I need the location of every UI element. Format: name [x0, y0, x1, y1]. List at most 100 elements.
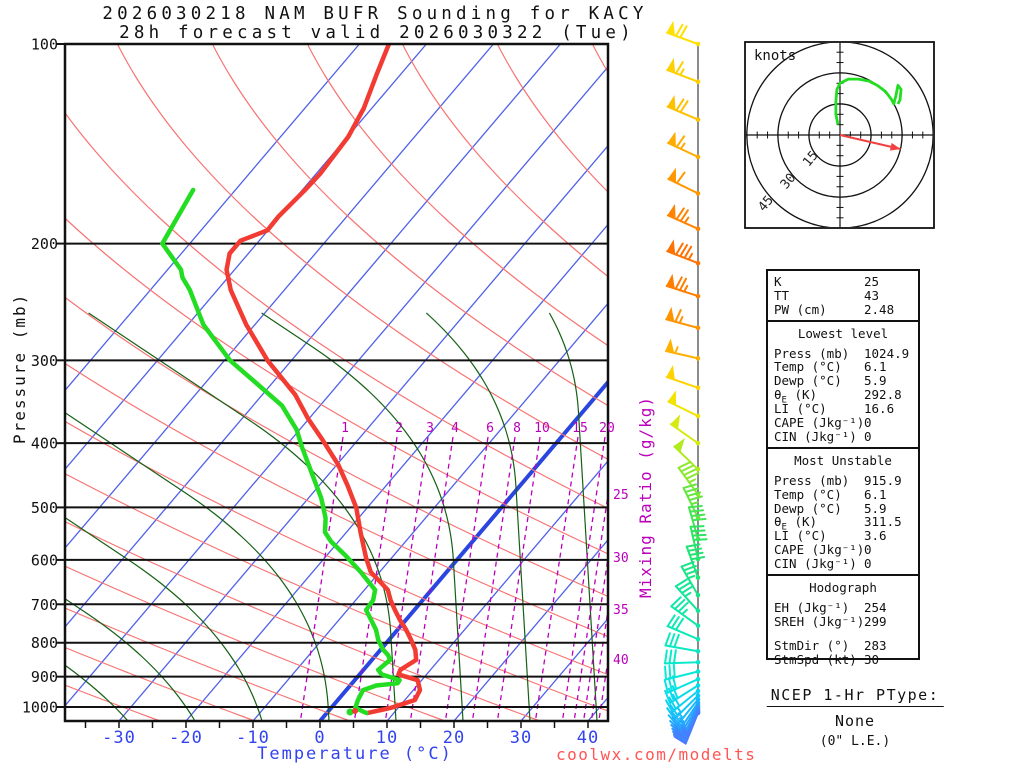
- barb-station-dot: [695, 79, 701, 85]
- moist-adiabat-line: [261, 312, 464, 721]
- barb-full: [664, 632, 671, 647]
- barb-full: [670, 710, 682, 723]
- barb-station-dot: [695, 226, 701, 232]
- temperature-curve: [224, 44, 423, 716]
- barb-half: [678, 717, 686, 724]
- temperature-tick-label: 20: [443, 728, 465, 748]
- indices-row-label: TT: [774, 287, 790, 303]
- indices-row-value: 311.5: [864, 514, 902, 530]
- barb-full: [667, 687, 675, 702]
- barb-station-dot: [695, 710, 701, 716]
- barb-station-dot: [695, 293, 701, 299]
- mixing-ratio-line: [534, 436, 579, 721]
- barb-half: [688, 478, 697, 484]
- dry-adiabat-line: [65, 520, 541, 721]
- watermark-text: coolwx.com/modelts: [556, 745, 757, 764]
- barb-half: [682, 730, 691, 737]
- temperature-tick-label: -20: [169, 728, 203, 748]
- barb-station-dot: [695, 659, 701, 665]
- indices-row: CAPE (Jkg⁻¹) 0: [768, 543, 918, 557]
- storm-motion-arrow: [839, 134, 901, 150]
- mixing-ratio-inline-label: 3: [426, 421, 434, 436]
- mixing-ratio-inline-label: 1: [341, 421, 349, 436]
- barb-full: [668, 696, 677, 710]
- indices-row-label: K: [774, 274, 782, 289]
- barb-full: [692, 538, 708, 541]
- indices-section-header: Hodograph: [809, 579, 877, 595]
- barb-station-dot: [695, 41, 701, 47]
- indices-row: Temp (°C) 6.1: [768, 360, 918, 374]
- indices-row-label: Dewp (°C): [774, 500, 842, 516]
- barb-full: [689, 525, 705, 528]
- barb-full: [674, 617, 684, 631]
- wind-barb: [665, 273, 701, 299]
- ptype-detail: (0" L.E.): [819, 734, 891, 749]
- barb-full: [664, 665, 667, 681]
- pressure-tick-label: 1000: [22, 699, 58, 717]
- indices-row-value: 6.1: [864, 486, 887, 502]
- wind-barb: [665, 688, 701, 713]
- hodograph-ring: [777, 72, 903, 198]
- ptype-value: None: [834, 712, 876, 730]
- barb-full: [673, 735, 687, 745]
- wind-barb: [666, 58, 701, 85]
- barb-full: [679, 244, 688, 258]
- dry-adiabat-line: [497, 44, 608, 193]
- pressure-tick-label: 400: [31, 435, 58, 453]
- wind-barb: [674, 578, 701, 614]
- plot-title-line2: 28h forecast valid 2026030322 (Tue): [119, 23, 635, 43]
- barb-full: [680, 585, 694, 594]
- barb-full: [680, 464, 694, 473]
- barb-full: [690, 556, 706, 561]
- barb-full: [664, 689, 672, 704]
- indices-table: K 25 TT 43 PW (cm) 2.48 Lowest level Press (mb)…: [766, 269, 920, 666]
- dry-adiabat-line: [212, 44, 608, 407]
- wind-barb: [666, 614, 701, 642]
- indices-row-value: 5.9: [864, 373, 887, 389]
- barb-half: [687, 574, 696, 580]
- wind-barb: [680, 561, 701, 598]
- barb-half: [678, 316, 684, 324]
- barb-station-dot: [695, 325, 701, 331]
- mixing-ratio-line: [384, 436, 429, 721]
- temperature-tick-label: 30: [510, 728, 532, 748]
- indices-section-header: Lowest level: [797, 325, 889, 341]
- indices-row-label: PW (cm): [774, 301, 827, 317]
- surface-temperature-marker: [352, 708, 358, 714]
- barb-station-dot: [695, 413, 701, 419]
- indices-section: Hodograph EH (Jkg⁻¹) 254 SREH (Jkg⁻¹) 299 Stm…: [768, 573, 918, 669]
- barb-half: [679, 720, 687, 727]
- indices-row: StmDir (°) 283: [768, 638, 918, 653]
- indices-row: SREH (Jkg⁻¹) 299: [768, 614, 918, 629]
- wind-barb: [667, 390, 701, 419]
- barb-pennant: [667, 131, 676, 148]
- barb-half: [683, 591, 692, 598]
- barb-pennant: [665, 306, 675, 323]
- indices-row-value: 0: [864, 428, 872, 444]
- indices-row-value: 16.6: [864, 401, 895, 417]
- sounding-curves: [160, 44, 423, 716]
- barb-pennant: [666, 58, 676, 74]
- indices-row: CIN (Jkg⁻¹) 0: [768, 557, 918, 571]
- wind-barb: [665, 306, 701, 331]
- barb-full: [672, 730, 685, 741]
- wind-barb-column: [663, 20, 708, 745]
- barb-full: [668, 664, 672, 680]
- barb-full: [675, 98, 685, 112]
- mixing-ratio-line: [496, 436, 541, 721]
- dry-adiabat-line: [402, 44, 608, 278]
- temperature-tick-label: -30: [102, 728, 136, 748]
- wind-barb: [665, 20, 701, 47]
- plot-title-line1: 2026030218 NAM BUFR Sounding for KACY: [102, 4, 648, 24]
- barb-pennant: [665, 338, 675, 354]
- isotherm-line: [185, 223, 608, 721]
- mixing-ratio-right-label: 25: [613, 488, 629, 503]
- barb-full: [664, 649, 668, 665]
- barb-full: [674, 23, 684, 37]
- wind-barb: [667, 167, 701, 196]
- mixing-ratio-inline-label: 15: [572, 421, 588, 436]
- barb-full: [675, 207, 685, 221]
- indices-section: Most Unstable Press (mb) 915.9 Temp (°C) 6.1…: [768, 446, 918, 574]
